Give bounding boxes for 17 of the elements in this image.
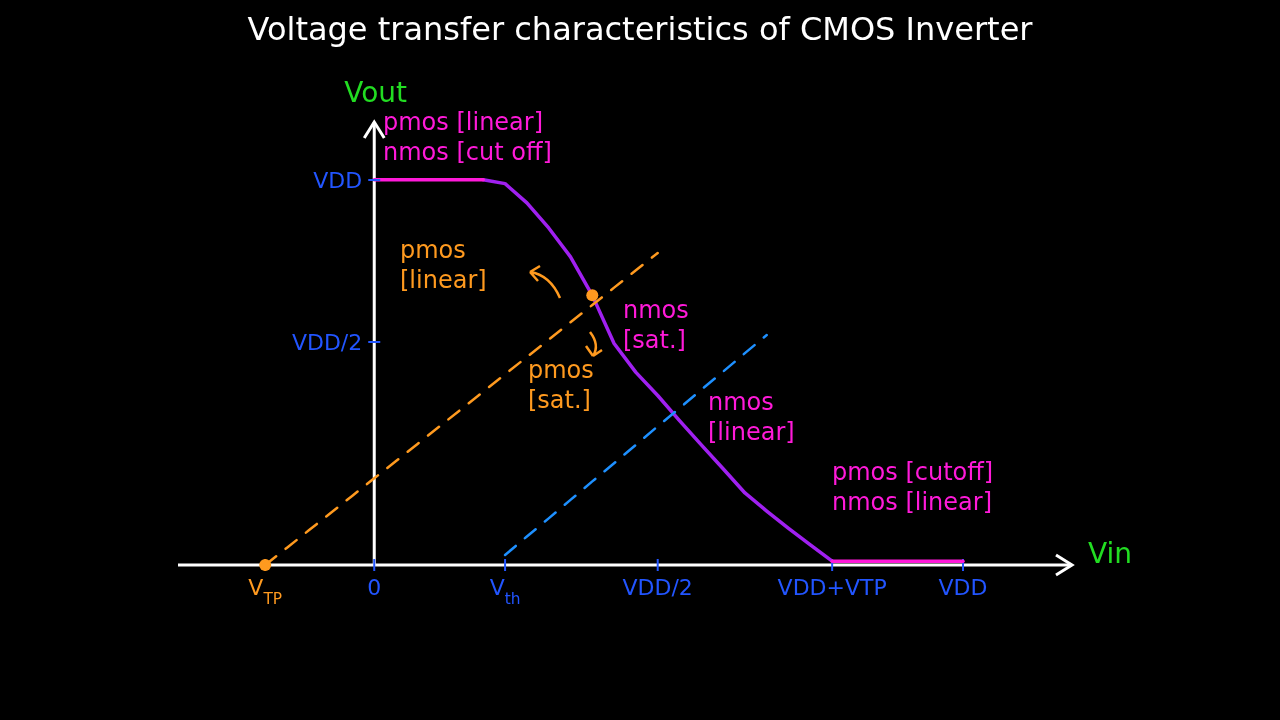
annotation: nmos [sat.] <box>623 296 689 354</box>
x-tick-label: V$_{TP}$ <box>248 575 283 608</box>
x-axis-title: Vin <box>1088 537 1133 570</box>
annotation: pmos [cutoff] nmos [linear] <box>832 458 994 516</box>
annotation: VDD <box>313 168 363 193</box>
x-tick-label: V$_{th}$ <box>489 575 521 608</box>
text: pmos [linear] nmos [cut off] <box>383 108 552 166</box>
annotation: VDD/2 <box>291 330 363 355</box>
y-axis-title: Vout <box>344 76 408 109</box>
x-tick-label: VDD/2 <box>622 575 693 600</box>
annotation: pmos [linear] <box>400 236 487 294</box>
annotation: pmos [sat.] <box>528 356 594 414</box>
x-tick-label: 0 <box>367 575 382 600</box>
x-tick-label: VDD+VTP <box>777 575 887 600</box>
chart-title: Voltage transfer characteristics of CMOS Inverter <box>247 10 1034 48</box>
annotation: nmos [linear] <box>708 388 795 446</box>
x-tick-label: VDD <box>938 575 988 600</box>
